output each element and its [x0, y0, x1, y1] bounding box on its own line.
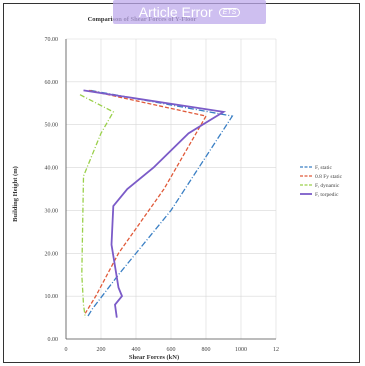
y-tick-label: 40.00 — [45, 166, 59, 172]
overlay-text: Article Error — [138, 4, 213, 20]
axes — [65, 39, 276, 340]
x-tick-label: 0 — [65, 347, 68, 353]
series-line — [86, 89, 234, 318]
article-error-overlay[interactable]: Article Error ETS — [113, 0, 266, 24]
legend-label: 0.8 Fy static — [315, 174, 343, 180]
series-line — [79, 94, 115, 318]
legend-label: F, dynamic — [315, 183, 340, 189]
x-tick-label: 600 — [167, 347, 176, 353]
series-lines — [79, 89, 234, 318]
x-tick-label: 12 — [273, 347, 279, 353]
tick-labels: 0.00 10.00 20.00 30.00 40.00 50.00 60.00 70.00 0… — [45, 37, 280, 353]
y-tick-label: 30.00 — [45, 208, 59, 214]
ets-badge: ETS — [218, 7, 241, 17]
y-tick-label: 70.00 — [45, 37, 59, 43]
y-tick-label: 0.00 — [48, 337, 59, 343]
x-tick-label: 1000 — [235, 347, 247, 353]
legend-label: F, torpedic — [315, 192, 339, 198]
legend: F, static 0.8 Fy static F, dynamic F, torpe… — [300, 165, 343, 198]
y-tick-label: 20.00 — [45, 251, 59, 257]
y-tick-label: 60.00 — [45, 80, 59, 86]
x-tick-label: 800 — [202, 347, 211, 353]
x-tick-label: 200 — [97, 347, 106, 353]
y-tick-label: 10.00 — [45, 294, 59, 300]
x-tick-label: 400 — [132, 347, 141, 353]
chart-frame: Comparison of Shear Forces of Y-Floor 0.… — [3, 3, 360, 363]
series-line — [83, 89, 227, 318]
legend-label: F, static — [315, 165, 333, 171]
y-tick-label: 50.00 — [45, 123, 59, 129]
series-line — [84, 89, 208, 314]
chart: Comparison of Shear Forces of Y-Floor 0.… — [12, 16, 343, 361]
x-axis-label: Shear Forces (kN) — [129, 354, 179, 361]
grid — [65, 38, 277, 340]
y-axis-label: Building Height (m) — [12, 166, 19, 222]
